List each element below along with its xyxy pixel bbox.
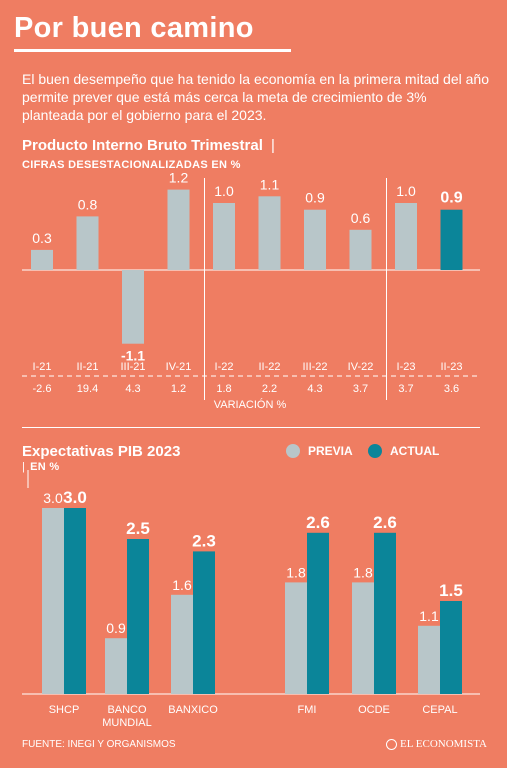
- pib-quarter-label: IV-22: [348, 361, 374, 373]
- previa-value-label: 1.8: [353, 564, 373, 580]
- pib-chart-title-text: Producto Interno Bruto Trimestral: [22, 137, 263, 154]
- expectativas-chart-subtitle: | EN %: [22, 461, 60, 473]
- legend-previa-swatch: [286, 444, 300, 458]
- section-divider: [22, 427, 480, 428]
- pib-value-label: 0.8: [78, 196, 98, 212]
- previa-bar: [418, 625, 440, 694]
- actual-bar: [374, 532, 396, 694]
- title-separator: |: [271, 137, 275, 154]
- actual-value-label: 2.6: [306, 513, 330, 532]
- pib-bar: [31, 249, 53, 270]
- previa-value-label: 3.0: [43, 490, 63, 506]
- pib-bar: [395, 203, 417, 270]
- category-label: BANCO: [107, 704, 147, 716]
- pib-quarter-label: II-21: [76, 361, 98, 373]
- pib-chart-subtitle: CIFRAS DESESTACIONALIZADAS EN %: [22, 159, 241, 171]
- pib-value-label: 1.1: [260, 176, 280, 192]
- previa-bar: [105, 638, 127, 694]
- actual-bar: [64, 508, 86, 694]
- pib-bar: [440, 209, 463, 270]
- previa-value-label: 1.6: [172, 577, 192, 593]
- legend-actual: ACTUAL: [368, 444, 439, 458]
- previa-value-label: 0.9: [106, 620, 126, 636]
- pib-variacion-value: 2.2: [262, 383, 277, 395]
- logo-text: EL ECONOMISTA: [399, 738, 487, 750]
- pib-variacion-value: 3.6: [444, 383, 459, 395]
- actual-bar: [193, 551, 215, 694]
- actual-value-label: 2.5: [126, 519, 150, 538]
- pib-variacion-value: 19.4: [77, 383, 98, 395]
- pib-variacion-value: 1.8: [216, 383, 231, 395]
- pib-quarter-label: I-21: [33, 361, 52, 373]
- previa-bar: [42, 508, 64, 694]
- pib-bar: [304, 209, 326, 270]
- previa-bar: [171, 594, 193, 694]
- pib-value-label: 1.0: [214, 183, 234, 199]
- pib-variacion-value: 4.3: [307, 383, 322, 395]
- expectativas-unit: EN %: [30, 461, 60, 473]
- legend-actual-swatch: [368, 444, 382, 458]
- actual-value-label: 2.3: [192, 531, 216, 550]
- actual-value-label: 2.6: [373, 513, 397, 532]
- category-label: CEPAL: [422, 704, 457, 716]
- category-label: SHCP: [49, 704, 80, 716]
- pib-variacion-value: 3.7: [398, 383, 413, 395]
- pib-value-label: 1.2: [169, 170, 189, 186]
- pib-value-label: 0.3: [32, 230, 52, 246]
- pib-value-label: 0.9: [305, 190, 325, 206]
- category-label: MUNDIAL: [102, 717, 152, 729]
- actual-value-label: 3.0: [63, 488, 87, 507]
- pib-bar: [76, 216, 99, 270]
- actual-value-label: 1.5: [439, 581, 463, 600]
- pib-quarter-label: I-23: [397, 361, 416, 373]
- page-title: Por buen camino: [14, 12, 254, 44]
- category-label: FMI: [298, 704, 317, 716]
- pib-variacion-value: 4.3: [125, 383, 140, 395]
- pib-value-label: 1.0: [396, 183, 416, 199]
- previa-value-label: 1.8: [286, 564, 306, 580]
- pib-quarter-label: I-22: [215, 361, 234, 373]
- previa-bar: [352, 582, 374, 694]
- pib-bar: [349, 229, 372, 270]
- pib-bar: [213, 203, 235, 270]
- pib-bar: [258, 196, 281, 270]
- pib-quarter-label: III-21: [120, 361, 145, 373]
- variacion-label: VARIACIÓN %: [214, 398, 287, 411]
- intro-text: El buen desempeño que ha tenido la econo…: [22, 71, 489, 123]
- category-label: OCDE: [358, 704, 390, 716]
- previa-value-label: 1.1: [419, 608, 439, 624]
- pib-bar: [167, 189, 190, 270]
- legend-previa-label: PREVIA: [308, 444, 353, 458]
- pib-variacion-value: 1.2: [171, 383, 186, 395]
- pib-value-label: -1.1: [121, 348, 145, 364]
- category-label: BANXICO: [168, 704, 218, 716]
- pib-quarter-label: II-23: [440, 361, 462, 373]
- actual-bar: [307, 532, 329, 694]
- pib-variacion-value: -2.6: [33, 383, 52, 395]
- pib-quarter-label: II-22: [258, 361, 280, 373]
- subtitle-bar: |: [22, 461, 26, 473]
- title-underline: [14, 49, 291, 52]
- actual-bar: [127, 539, 149, 694]
- legend-previa: PREVIA: [286, 444, 353, 458]
- pib-bar: [122, 270, 144, 344]
- actual-bar: [440, 601, 462, 694]
- pib-chart-title: Producto Interno Bruto Trimestral |: [22, 137, 275, 154]
- pib-quarter-label: III-22: [302, 361, 327, 373]
- source-note: FUENTE: INEGI Y ORGANISMOS: [22, 739, 176, 750]
- pib-quarter-label: IV-21: [166, 361, 192, 373]
- pib-value-label: 0.6: [351, 210, 371, 226]
- publisher-logo: EL ECONOMISTA: [385, 738, 487, 750]
- expectativas-chart-title: Expectativas PIB 2023: [22, 443, 181, 460]
- pib-variacion-value: 3.7: [353, 383, 368, 395]
- logo-icon: [385, 738, 397, 750]
- pib-value-label: 0.9: [440, 190, 462, 207]
- legend-actual-label: ACTUAL: [390, 444, 440, 458]
- previa-bar: [285, 582, 307, 694]
